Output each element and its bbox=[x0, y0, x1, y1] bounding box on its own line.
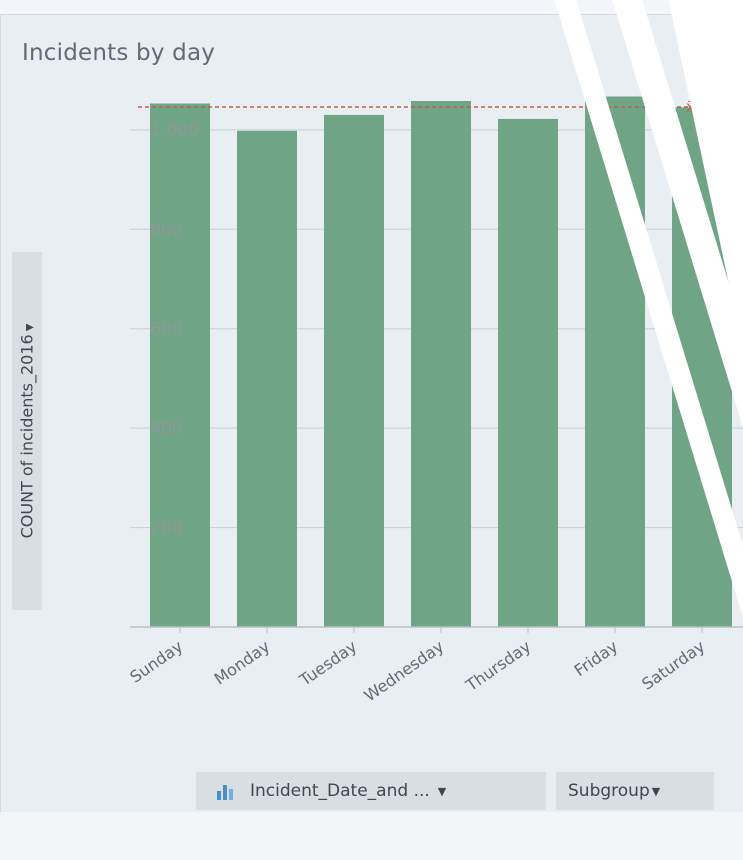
dropdown-arrow-icon: ▼ bbox=[651, 784, 661, 798]
y-tick-label: 1,000 bbox=[150, 121, 199, 141]
bar-chart-icon bbox=[217, 785, 233, 800]
bar bbox=[324, 114, 384, 627]
y-axis-measure-dropdown[interactable]: COUNT of incidents_2016 ▼ bbox=[12, 252, 42, 610]
x-tick-label: Tuesday bbox=[295, 637, 360, 690]
x-tick-label: Friday bbox=[571, 637, 622, 680]
y-tick-label: 200 bbox=[150, 519, 182, 539]
bar bbox=[237, 130, 297, 627]
y-tick-label: 800 bbox=[150, 220, 182, 240]
dropdown-arrow-icon: ▼ bbox=[24, 323, 36, 332]
y-tick-label: 600 bbox=[150, 320, 182, 340]
x-tick-label: Monday bbox=[211, 637, 274, 689]
y-tick-label: 400 bbox=[150, 419, 182, 439]
chart-title: Incidents by day bbox=[22, 40, 216, 66]
dropdown-arrow-icon: ▼ bbox=[437, 784, 447, 798]
bar-chart: 200 400 600 800 1,000 Sunday Monday Tuesday Wedn… bbox=[126, 96, 743, 706]
bar bbox=[498, 118, 558, 627]
x-tick-label: Thursday bbox=[462, 637, 535, 696]
subgroup-label: Subgroup bbox=[568, 781, 650, 801]
y-axis-label: COUNT of incidents_2016 bbox=[17, 334, 37, 539]
category-dropdown-button[interactable]: Incident_Date_and ... ▼ bbox=[196, 772, 546, 810]
category-label: Incident_Date_and ... bbox=[250, 781, 430, 801]
x-tick-label: Wednesday bbox=[361, 637, 448, 706]
bar bbox=[150, 103, 210, 628]
x-tick-label: Sunday bbox=[126, 637, 186, 687]
bar bbox=[411, 100, 471, 628]
subgroup-dropdown-button[interactable]: Subgroup ▼ bbox=[556, 772, 714, 810]
y-axis-label-wrapper: COUNT of incidents_2016 ▼ bbox=[18, 324, 37, 539]
x-tick-label: Saturday bbox=[638, 637, 708, 694]
